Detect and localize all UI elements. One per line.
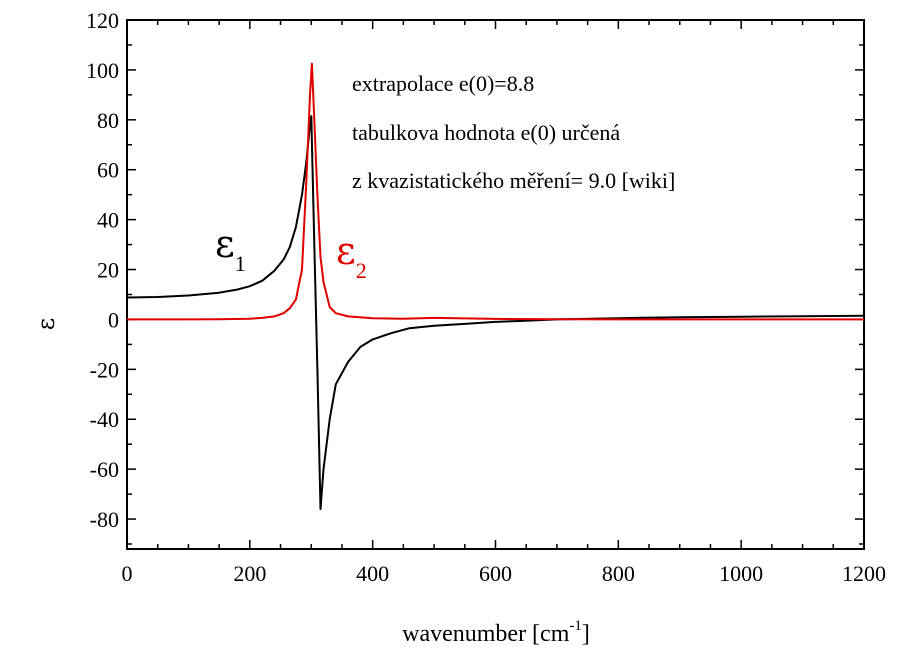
y-tick-label: 40 — [97, 208, 119, 233]
x-axis-label-sup: -1 — [569, 618, 582, 634]
x-tick-label: 0 — [122, 561, 133, 586]
epsilon-1-subscript: 1 — [235, 251, 246, 276]
x-tick-label: 200 — [233, 561, 266, 586]
tick-labels: 0 200 400 600 800 1000 1200 -80 -60 -40 -20 0 20 40 60… — [86, 8, 886, 586]
x-axis-label: wavenumber [cm-1] — [402, 618, 590, 647]
series-label-epsilon-2: ε2 — [336, 229, 367, 283]
y-axis-label: ε — [32, 318, 60, 330]
series-lines — [126, 62, 865, 511]
y-tick-label: 60 — [97, 158, 119, 183]
y-tick-label: 100 — [86, 58, 119, 83]
y-tick-label: 0 — [108, 307, 119, 332]
y-tick-label: -40 — [90, 407, 119, 432]
y-tick-label: -80 — [90, 507, 119, 532]
y-tick-label: -20 — [90, 357, 119, 382]
y-tick-label: 120 — [86, 8, 119, 33]
epsilon-1-symbol: ε — [215, 222, 235, 266]
epsilon-2-symbol: ε — [336, 229, 356, 273]
x-axis-label-suffix: ] — [582, 621, 590, 647]
x-tick-label: 1000 — [719, 561, 763, 586]
series-label-epsilon-1: ε1 — [215, 222, 246, 276]
annotation-line-2: tabulkova hodnota e(0) určená — [352, 120, 620, 145]
y-tick-label: 20 — [97, 258, 119, 283]
x-tick-label: 400 — [356, 561, 389, 586]
annotation-line-1: extrapolace e(0)=8.8 — [352, 71, 534, 96]
annotation-line-3: z kvazistatického měření= 9.0 [wiki] — [352, 168, 675, 193]
y-tick-label: -60 — [90, 457, 119, 482]
x-tick-label: 800 — [602, 561, 635, 586]
x-axis-label-main: wavenumber [cm — [402, 621, 570, 647]
x-tick-label: 1200 — [842, 561, 886, 586]
x-tick-label: 600 — [479, 561, 512, 586]
plot-frame — [126, 19, 865, 550]
series-line-epsilon-1 — [126, 115, 865, 511]
y-tick-label: 80 — [97, 108, 119, 133]
series-line-epsilon-2 — [127, 62, 864, 321]
epsilon-2-subscript: 2 — [356, 258, 367, 283]
axis-ticks — [126, 19, 865, 549]
